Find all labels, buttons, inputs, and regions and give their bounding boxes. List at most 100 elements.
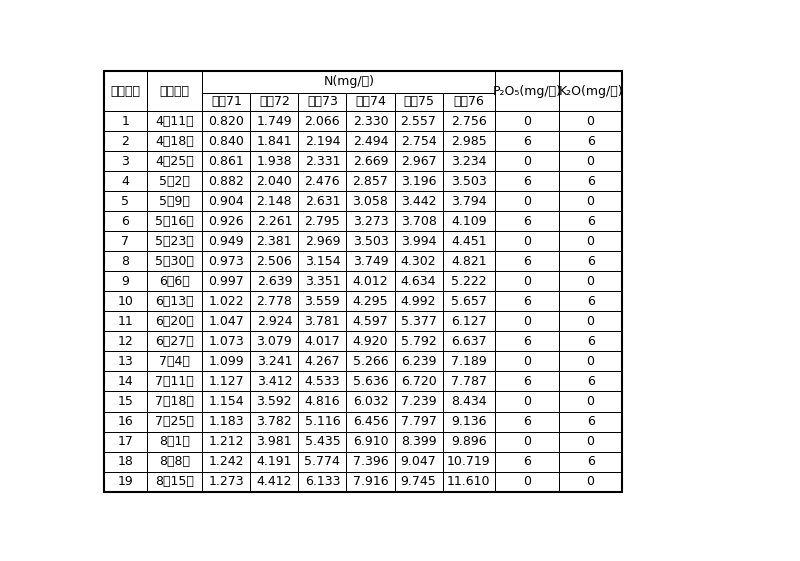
- Bar: [146, 371, 202, 392]
- Text: 6: 6: [523, 335, 531, 348]
- Text: 3.154: 3.154: [305, 255, 340, 268]
- Bar: [394, 472, 442, 491]
- Bar: [146, 392, 202, 412]
- Text: 10: 10: [118, 295, 133, 308]
- Text: 2.669: 2.669: [353, 155, 388, 168]
- Bar: [394, 291, 442, 311]
- Bar: [346, 131, 394, 151]
- Text: 3.794: 3.794: [451, 195, 486, 208]
- Bar: [298, 392, 346, 412]
- Text: 6.637: 6.637: [451, 335, 486, 348]
- Text: 0: 0: [586, 155, 594, 168]
- Bar: [146, 472, 202, 491]
- Text: 4.012: 4.012: [353, 275, 388, 288]
- Text: 8.399: 8.399: [401, 435, 436, 448]
- Bar: [558, 412, 622, 431]
- Bar: [495, 151, 558, 171]
- Text: 处琖76: 处琖76: [454, 95, 484, 108]
- Bar: [558, 371, 622, 392]
- Bar: [202, 191, 250, 211]
- Bar: [298, 111, 346, 131]
- Bar: [495, 171, 558, 191]
- Text: 1.841: 1.841: [257, 135, 292, 148]
- Bar: [104, 151, 146, 171]
- Text: 5月2日: 5月2日: [159, 175, 190, 188]
- Bar: [394, 231, 442, 251]
- Text: 1.242: 1.242: [209, 455, 244, 468]
- Text: 2.040: 2.040: [257, 175, 292, 188]
- Bar: [495, 472, 558, 491]
- Text: 0: 0: [523, 275, 531, 288]
- Text: 1.212: 1.212: [209, 435, 244, 448]
- Text: 3.196: 3.196: [401, 175, 436, 188]
- Text: 2.754: 2.754: [401, 135, 437, 148]
- Bar: [495, 231, 558, 251]
- Text: 16: 16: [118, 415, 133, 428]
- Text: 9.745: 9.745: [401, 475, 437, 488]
- Text: 1.749: 1.749: [257, 114, 292, 128]
- Text: 9.136: 9.136: [451, 415, 486, 428]
- Bar: [558, 332, 622, 351]
- Text: 9.896: 9.896: [451, 435, 486, 448]
- Bar: [346, 371, 394, 392]
- Text: 4.992: 4.992: [401, 295, 436, 308]
- Bar: [346, 311, 394, 332]
- Text: 11: 11: [118, 315, 133, 328]
- Bar: [146, 251, 202, 272]
- Bar: [346, 392, 394, 412]
- Text: 2.969: 2.969: [305, 235, 340, 248]
- Text: 2.476: 2.476: [305, 175, 340, 188]
- Text: 6.032: 6.032: [353, 395, 388, 408]
- Text: 2.631: 2.631: [305, 195, 340, 208]
- Bar: [495, 452, 558, 472]
- Text: 处琖74: 处琖74: [355, 95, 386, 108]
- Bar: [558, 71, 622, 111]
- Bar: [495, 251, 558, 272]
- Text: 8月1日: 8月1日: [159, 435, 190, 448]
- Text: 0: 0: [586, 395, 594, 408]
- Bar: [495, 272, 558, 291]
- Bar: [146, 151, 202, 171]
- Text: 2.795: 2.795: [305, 215, 340, 228]
- Bar: [104, 231, 146, 251]
- Bar: [298, 251, 346, 272]
- Text: 6月20日: 6月20日: [155, 315, 194, 328]
- Bar: [146, 452, 202, 472]
- Text: 2.967: 2.967: [401, 155, 436, 168]
- Bar: [298, 93, 346, 111]
- Text: 6月6日: 6月6日: [159, 275, 190, 288]
- Text: 处琖71: 处琖71: [211, 95, 242, 108]
- Text: 6.127: 6.127: [451, 315, 486, 328]
- Bar: [558, 231, 622, 251]
- Bar: [558, 111, 622, 131]
- Text: 2.639: 2.639: [257, 275, 292, 288]
- Text: 2.331: 2.331: [305, 155, 340, 168]
- Text: 10.719: 10.719: [447, 455, 490, 468]
- Bar: [394, 431, 442, 452]
- Text: 6: 6: [523, 455, 531, 468]
- Bar: [146, 71, 202, 111]
- Bar: [442, 371, 495, 392]
- Text: 2.557: 2.557: [401, 114, 437, 128]
- Bar: [394, 151, 442, 171]
- Bar: [298, 151, 346, 171]
- Text: 3.781: 3.781: [305, 315, 340, 328]
- Text: 5.636: 5.636: [353, 375, 388, 388]
- Bar: [250, 272, 298, 291]
- Text: 6.456: 6.456: [353, 415, 388, 428]
- Bar: [346, 171, 394, 191]
- Text: 0.840: 0.840: [208, 135, 244, 148]
- Bar: [394, 311, 442, 332]
- Bar: [442, 111, 495, 131]
- Bar: [442, 211, 495, 231]
- Bar: [104, 452, 146, 472]
- Text: P₂O₅(mg/株): P₂O₅(mg/株): [493, 85, 562, 98]
- Text: 5.792: 5.792: [401, 335, 437, 348]
- Bar: [558, 392, 622, 412]
- Bar: [104, 71, 622, 491]
- Bar: [250, 111, 298, 131]
- Bar: [346, 111, 394, 131]
- Bar: [394, 111, 442, 131]
- Bar: [394, 131, 442, 151]
- Text: 2.778: 2.778: [257, 295, 292, 308]
